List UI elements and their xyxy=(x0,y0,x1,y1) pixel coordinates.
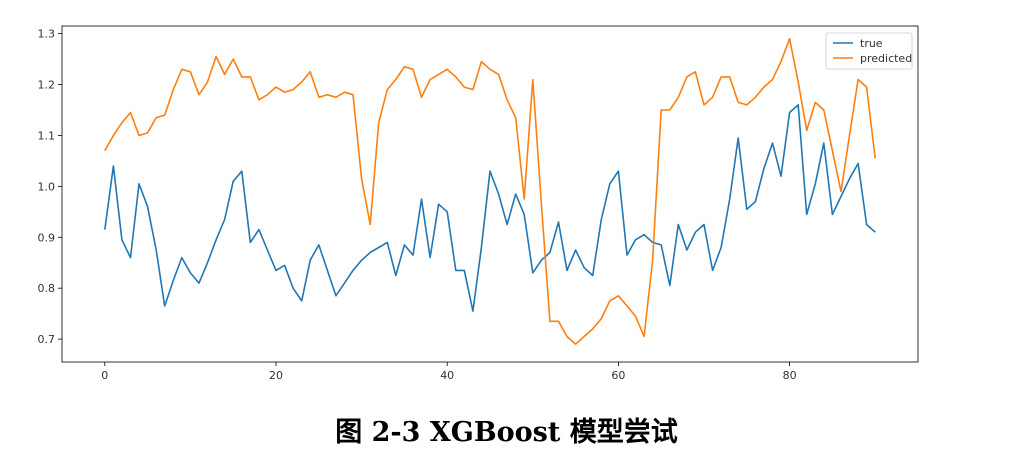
y-tick-label: 1.1 xyxy=(38,129,56,142)
y-tick-label: 0.8 xyxy=(38,282,56,295)
line-chart: 0 20 40 60 80 0.7 0.8 0.9 1.0 1.1 1.2 1.3 true pred… xyxy=(38,25,919,382)
series-line-true xyxy=(104,104,876,312)
x-tick-label: 80 xyxy=(783,369,797,382)
figure-caption: 图 2-3 XGBoost 模型尝试 xyxy=(335,417,678,448)
series-lines xyxy=(104,37,876,346)
x-tick-label: 0 xyxy=(101,369,108,382)
y-tick-label: 1.2 xyxy=(38,79,56,92)
y-tick-label: 0.9 xyxy=(38,231,56,244)
legend-label-true: true xyxy=(860,37,883,50)
series-line-predicted xyxy=(104,37,876,346)
legend: true predicted xyxy=(825,32,913,70)
y-tick-label: 0.7 xyxy=(38,333,56,346)
y-tick-label: 1.0 xyxy=(38,180,56,193)
x-tick-label: 20 xyxy=(269,369,283,382)
x-tick-label: 40 xyxy=(440,369,454,382)
legend-label-predicted: predicted xyxy=(860,52,912,65)
legend-box xyxy=(825,32,913,70)
plot-area xyxy=(61,25,919,363)
axes: 0 20 40 60 80 0.7 0.8 0.9 1.0 1.1 1.2 1.3 xyxy=(38,28,797,382)
y-tick-label: 1.3 xyxy=(38,28,56,41)
x-tick-label: 60 xyxy=(611,369,625,382)
